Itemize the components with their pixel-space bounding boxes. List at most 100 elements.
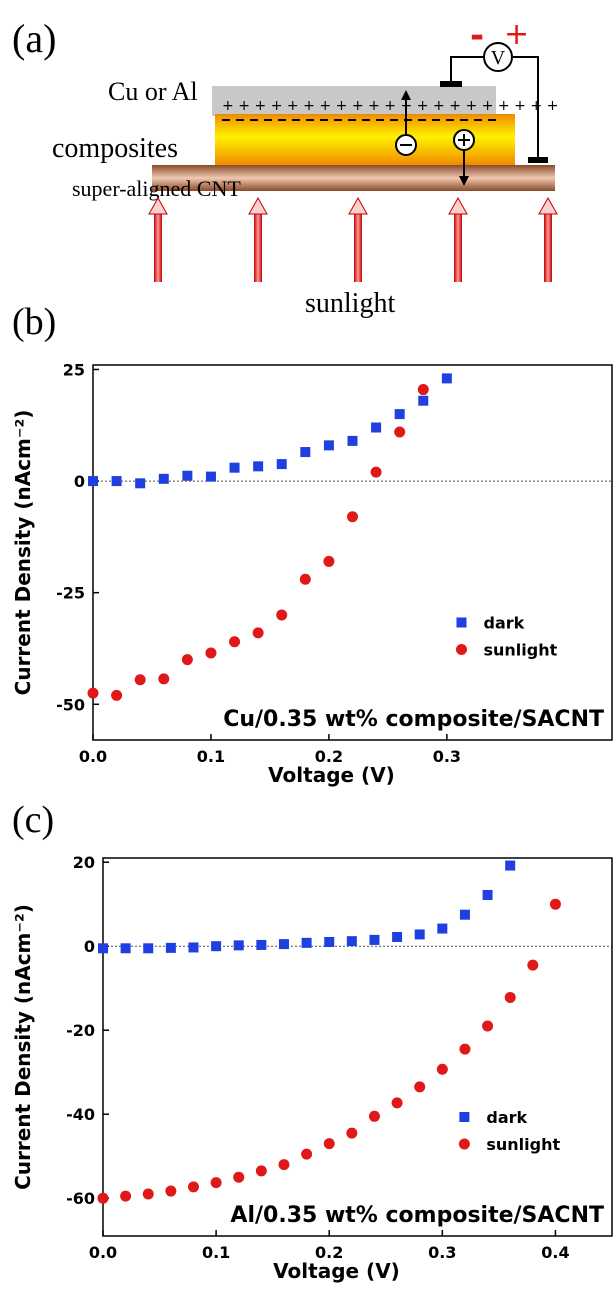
x-tick-label: 0.1 xyxy=(197,747,225,766)
data-point xyxy=(120,1190,132,1202)
data-point xyxy=(135,478,146,489)
electrode xyxy=(440,81,462,87)
data-point xyxy=(188,942,199,953)
data-point xyxy=(370,466,382,478)
layer-label: composites xyxy=(52,133,178,164)
annotation: Cu/0.35 wt% composite/SACNT xyxy=(223,707,604,732)
x-tick-label: 0.0 xyxy=(89,1243,117,1262)
data-point xyxy=(205,647,217,659)
metal-layer xyxy=(212,86,496,116)
ray xyxy=(354,212,362,282)
data-point xyxy=(229,462,240,473)
data-point xyxy=(210,1177,222,1189)
cnt-layer xyxy=(152,165,555,191)
hole xyxy=(458,134,470,146)
data-point xyxy=(346,936,357,947)
data-point xyxy=(120,943,131,954)
data-point xyxy=(482,889,493,900)
layer-label: Cu or Al xyxy=(108,77,198,106)
arrow xyxy=(401,90,411,100)
plot-frame xyxy=(92,364,613,741)
legend-marker xyxy=(455,644,467,655)
data-point xyxy=(211,941,222,952)
data-point xyxy=(371,422,382,433)
data-point xyxy=(187,1181,199,1193)
panel-label: (c) xyxy=(12,799,54,841)
data-point xyxy=(347,435,358,446)
ray xyxy=(454,212,462,282)
sunlight-rays xyxy=(148,196,558,282)
data-point xyxy=(323,1138,335,1150)
data-point xyxy=(253,461,264,472)
data-point xyxy=(134,674,146,686)
x-tick-label: 0.0 xyxy=(79,747,107,766)
data-point xyxy=(87,687,99,699)
panel-label: (b) xyxy=(12,301,56,343)
data-point xyxy=(549,898,561,910)
panel-label: (a) xyxy=(12,16,56,61)
data-point xyxy=(181,654,193,666)
data-point xyxy=(368,1110,380,1122)
data-point xyxy=(88,476,98,487)
x-tick-label: 0.3 xyxy=(428,1243,456,1262)
ray-head xyxy=(348,196,368,215)
y-tick-label: -50 xyxy=(56,695,85,714)
data-point xyxy=(233,1171,245,1183)
data-point xyxy=(324,937,335,947)
data-point xyxy=(142,1188,154,1200)
legend-marker xyxy=(459,1112,470,1122)
data-point xyxy=(459,909,470,920)
data-point xyxy=(165,942,176,953)
data-point xyxy=(97,1192,109,1204)
data-point xyxy=(394,426,406,438)
arrow xyxy=(459,176,469,186)
data-point xyxy=(505,860,516,871)
data-point xyxy=(323,440,334,451)
voltmeter xyxy=(483,42,513,72)
legend-marker xyxy=(456,617,467,628)
data-point xyxy=(299,573,311,585)
data-point xyxy=(158,673,170,685)
electrode xyxy=(528,157,548,163)
ray-head xyxy=(448,196,468,215)
legend-label: sunlight xyxy=(483,641,557,660)
data-point xyxy=(255,1165,267,1177)
data-point xyxy=(369,934,380,945)
data-point xyxy=(278,939,289,950)
data-point xyxy=(252,627,264,639)
ray-head xyxy=(538,196,558,215)
data-point xyxy=(165,1185,177,1197)
data-point xyxy=(278,1159,290,1171)
legend-label: dark xyxy=(483,614,524,633)
data-point xyxy=(111,689,123,701)
y-axis-title: Current Density (nAcm⁻²) xyxy=(11,410,35,696)
ray xyxy=(254,212,262,282)
data-point xyxy=(414,929,425,940)
positive-charges: +++++++++++++++++++++ xyxy=(222,98,563,114)
y-tick-label: -40 xyxy=(66,1105,95,1124)
plot-frame xyxy=(102,857,613,1237)
data-point xyxy=(347,511,358,523)
ray xyxy=(154,212,162,282)
x-tick-label: 0.2 xyxy=(315,747,343,766)
annotation: Al/0.35 wt% composite/SACNT xyxy=(230,1203,604,1228)
y-tick-label: -20 xyxy=(66,1021,95,1040)
data-point xyxy=(158,473,169,484)
polarity: - xyxy=(470,16,484,56)
polarity: + xyxy=(504,17,529,52)
legend-label: sunlight xyxy=(486,1135,560,1154)
data-point xyxy=(276,459,287,470)
data-point xyxy=(205,471,216,482)
ray xyxy=(544,212,552,282)
ray-head xyxy=(148,196,168,215)
data-point xyxy=(437,923,448,934)
data-point xyxy=(459,1043,471,1055)
y-tick-label: -25 xyxy=(56,584,85,603)
y-axis-title: Current Density (nAcm⁻²) xyxy=(11,904,35,1190)
y-tick-label: 25 xyxy=(63,360,85,379)
data-point xyxy=(300,447,311,458)
legend-label: dark xyxy=(486,1108,527,1127)
y-tick-label: 0 xyxy=(84,937,95,956)
